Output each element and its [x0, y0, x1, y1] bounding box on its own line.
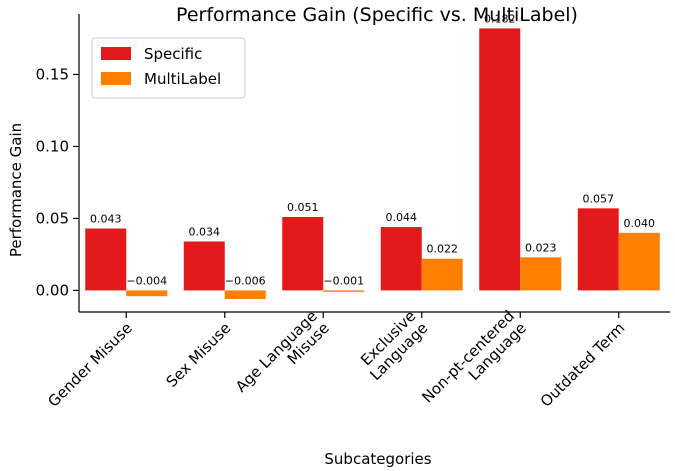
legend: Specific MultiLabel: [91, 37, 246, 99]
bar-multilabel: [126, 290, 168, 297]
category-label: Sex Misuse: [163, 319, 235, 391]
legend-label-specific: Specific: [144, 45, 202, 63]
data-label: 0.040: [624, 217, 656, 230]
data-label: 0.182: [484, 12, 516, 25]
y-tick-label: 0.05: [36, 209, 69, 227]
data-label: −0.004: [126, 274, 167, 287]
data-label: 0.023: [525, 241, 557, 254]
data-label: −0.006: [225, 274, 266, 287]
bar-multilabel: [618, 232, 660, 291]
data-label: 0.051: [287, 201, 319, 214]
legend-swatch-specific: [101, 47, 131, 60]
legend-swatch-multilabel: [101, 72, 131, 85]
y-tick-label: 0.00: [36, 281, 69, 299]
category-label: Non-pt-centeredLanguage: [418, 307, 530, 419]
bar-multilabel: [421, 258, 463, 291]
bar-specific: [183, 241, 225, 291]
category-label: ExclusiveLanguage: [354, 307, 431, 384]
bar-multilabel: [224, 290, 266, 300]
data-label: 0.034: [189, 225, 221, 238]
legend-label-multilabel: MultiLabel: [144, 70, 221, 88]
category-label: Outdated Term: [537, 319, 629, 411]
data-label: 0.043: [90, 213, 122, 226]
bar-specific: [380, 227, 422, 291]
chart-title: Performance Gain (Specific vs. MultiLabe…: [176, 4, 578, 26]
y-axis-label: Performance Gain: [7, 123, 25, 257]
data-label: 0.022: [427, 243, 459, 256]
category-label: Gender Misuse: [44, 319, 136, 411]
category-label: Age LanguageMisuse: [232, 307, 333, 408]
y-tick-label: 0.10: [36, 137, 69, 155]
bar-specific: [479, 28, 521, 291]
bar-multilabel: [520, 257, 562, 291]
x-axis-label: Subcategories: [324, 450, 431, 468]
data-label: 0.044: [386, 211, 418, 224]
data-label: 0.057: [583, 192, 615, 205]
bar-multilabel: [323, 290, 365, 292]
bar-specific: [85, 228, 127, 291]
bar-specific: [577, 208, 619, 291]
bar-specific: [282, 216, 324, 291]
data-label: −0.001: [323, 274, 364, 287]
y-tick-label: 0.15: [36, 65, 69, 83]
